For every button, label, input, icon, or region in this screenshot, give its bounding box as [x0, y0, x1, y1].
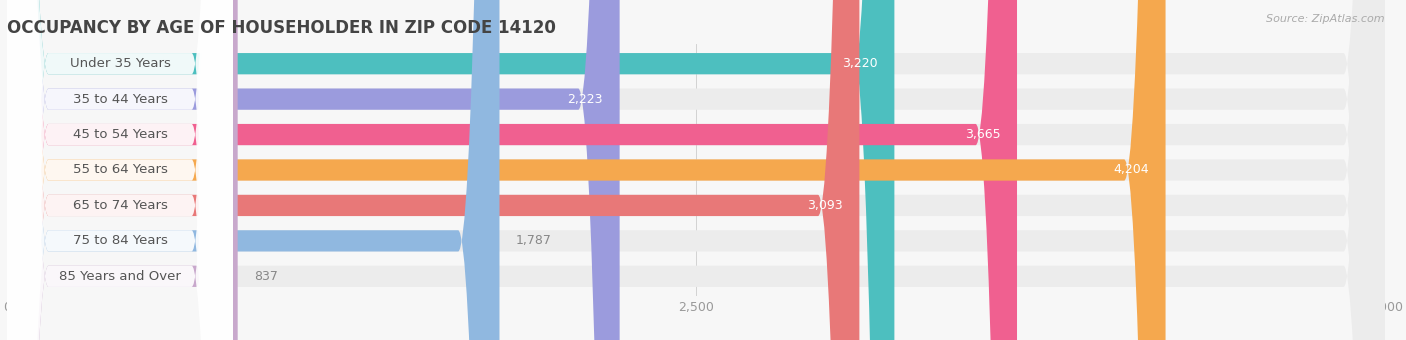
- Text: 45 to 54 Years: 45 to 54 Years: [73, 128, 167, 141]
- Text: 85 Years and Over: 85 Years and Over: [59, 270, 181, 283]
- Text: 55 to 64 Years: 55 to 64 Years: [73, 164, 167, 176]
- Text: 3,220: 3,220: [842, 57, 877, 70]
- FancyBboxPatch shape: [7, 0, 620, 340]
- FancyBboxPatch shape: [7, 0, 1385, 340]
- Text: OCCUPANCY BY AGE OF HOUSEHOLDER IN ZIP CODE 14120: OCCUPANCY BY AGE OF HOUSEHOLDER IN ZIP C…: [7, 19, 555, 37]
- FancyBboxPatch shape: [7, 0, 238, 340]
- FancyBboxPatch shape: [7, 0, 894, 340]
- FancyBboxPatch shape: [7, 0, 1385, 340]
- FancyBboxPatch shape: [7, 0, 1385, 340]
- Text: 75 to 84 Years: 75 to 84 Years: [73, 234, 167, 248]
- Text: 1,787: 1,787: [516, 234, 553, 248]
- FancyBboxPatch shape: [7, 0, 1017, 340]
- Text: 2,223: 2,223: [568, 92, 603, 106]
- Text: 3,093: 3,093: [807, 199, 842, 212]
- FancyBboxPatch shape: [7, 0, 233, 340]
- Text: Under 35 Years: Under 35 Years: [69, 57, 170, 70]
- FancyBboxPatch shape: [7, 0, 233, 340]
- FancyBboxPatch shape: [7, 0, 1385, 340]
- FancyBboxPatch shape: [7, 0, 1385, 340]
- FancyBboxPatch shape: [7, 0, 1385, 340]
- Text: 3,665: 3,665: [965, 128, 1001, 141]
- FancyBboxPatch shape: [7, 0, 233, 340]
- FancyBboxPatch shape: [7, 0, 859, 340]
- Text: 65 to 74 Years: 65 to 74 Years: [73, 199, 167, 212]
- FancyBboxPatch shape: [7, 0, 499, 340]
- FancyBboxPatch shape: [7, 0, 233, 340]
- Text: 35 to 44 Years: 35 to 44 Years: [73, 92, 167, 106]
- FancyBboxPatch shape: [7, 0, 1385, 340]
- FancyBboxPatch shape: [7, 0, 233, 340]
- FancyBboxPatch shape: [7, 0, 1166, 340]
- Text: 4,204: 4,204: [1114, 164, 1149, 176]
- FancyBboxPatch shape: [7, 0, 233, 340]
- Text: Source: ZipAtlas.com: Source: ZipAtlas.com: [1267, 14, 1385, 23]
- FancyBboxPatch shape: [7, 0, 233, 340]
- Text: 837: 837: [254, 270, 278, 283]
